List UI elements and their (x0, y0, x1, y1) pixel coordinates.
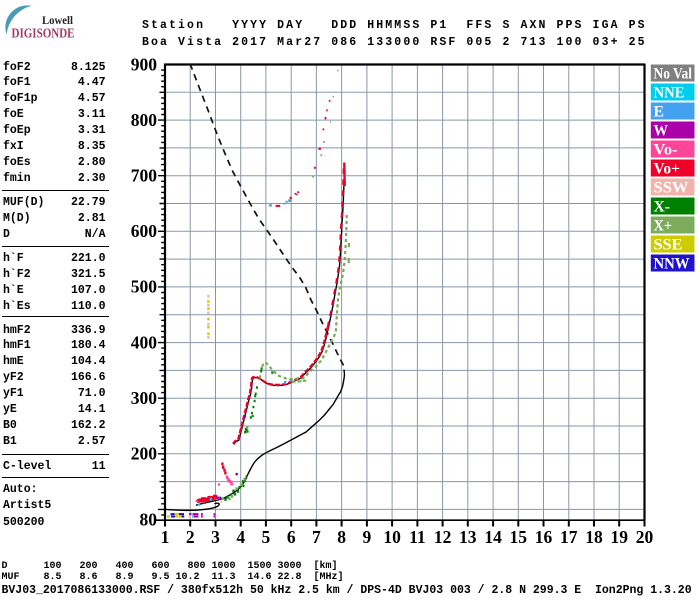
svg-text:SSE: SSE (654, 237, 683, 254)
svg-text:6: 6 (287, 527, 296, 547)
svg-text:NNE: NNE (654, 85, 685, 102)
svg-text:Lowell: Lowell (42, 13, 74, 27)
svg-text:200: 200 (131, 444, 158, 464)
svg-text:No Val: No Val (654, 66, 693, 83)
svg-text:20: 20 (636, 527, 654, 547)
svg-text:18: 18 (585, 527, 603, 547)
svg-text:W: W (654, 123, 669, 140)
svg-text:12: 12 (434, 527, 452, 547)
svg-text:X-: X- (654, 199, 671, 216)
svg-text:E: E (654, 104, 665, 121)
svg-text:5: 5 (262, 527, 271, 547)
svg-text:400: 400 (131, 332, 158, 352)
svg-text:700: 700 (131, 166, 158, 186)
svg-text:SSW: SSW (654, 180, 690, 197)
svg-text:300: 300 (131, 388, 158, 408)
svg-text:X+: X+ (654, 218, 673, 235)
svg-text:16: 16 (535, 527, 553, 547)
svg-text:13: 13 (459, 527, 477, 547)
svg-text:500: 500 (131, 277, 158, 297)
svg-text:900: 900 (131, 54, 158, 74)
svg-text:DIGISONDE: DIGISONDE (12, 27, 75, 42)
svg-text:Vo+: Vo+ (654, 161, 681, 178)
svg-text:17: 17 (560, 527, 578, 547)
svg-text:10: 10 (383, 527, 401, 547)
svg-text:Vo-: Vo- (654, 142, 678, 159)
svg-text:9: 9 (363, 527, 372, 547)
svg-text:NNW: NNW (654, 256, 690, 273)
svg-text:600: 600 (131, 221, 158, 241)
svg-text:7: 7 (312, 527, 321, 547)
svg-text:8: 8 (337, 527, 346, 547)
svg-text:800: 800 (131, 110, 158, 130)
svg-text:15: 15 (510, 527, 528, 547)
svg-text:11: 11 (409, 527, 426, 547)
svg-text:14: 14 (484, 527, 502, 547)
svg-text:80: 80 (140, 510, 158, 530)
svg-text:1: 1 (161, 527, 170, 547)
svg-text:19: 19 (610, 527, 628, 547)
svg-text:4: 4 (236, 527, 245, 547)
svg-text:2: 2 (186, 527, 195, 547)
svg-text:3: 3 (211, 527, 220, 547)
